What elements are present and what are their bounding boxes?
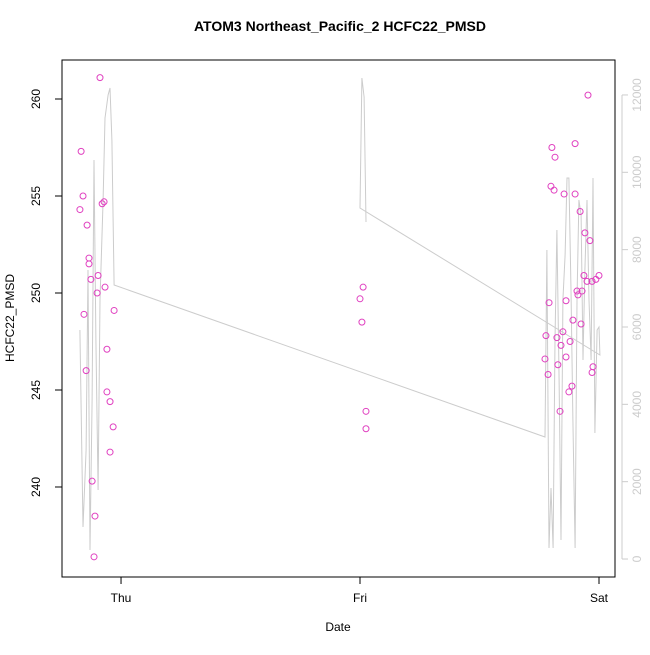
point bbox=[548, 143, 556, 151]
y2-tick-label: 6000 bbox=[630, 313, 644, 340]
point bbox=[568, 382, 576, 390]
point bbox=[87, 275, 95, 283]
point bbox=[588, 277, 596, 285]
point bbox=[566, 337, 574, 345]
x-tick-label: Sat bbox=[590, 591, 609, 605]
point bbox=[103, 345, 111, 353]
point bbox=[554, 361, 562, 369]
point bbox=[584, 91, 592, 99]
point bbox=[356, 295, 364, 303]
point bbox=[79, 192, 87, 200]
point bbox=[91, 512, 99, 520]
point bbox=[106, 448, 114, 456]
point bbox=[562, 353, 570, 361]
point bbox=[82, 367, 90, 375]
point bbox=[560, 190, 568, 198]
point bbox=[595, 272, 603, 280]
point bbox=[550, 186, 558, 194]
point bbox=[109, 423, 117, 431]
x-tick-label: Fri bbox=[353, 591, 367, 605]
y2-tick-label: 12000 bbox=[630, 78, 644, 112]
point bbox=[557, 341, 565, 349]
point bbox=[553, 334, 561, 342]
point bbox=[76, 206, 84, 214]
point bbox=[106, 398, 114, 406]
x-tick-label: Thu bbox=[111, 591, 132, 605]
point bbox=[541, 355, 549, 363]
point bbox=[544, 370, 552, 378]
point bbox=[589, 363, 597, 371]
point bbox=[358, 318, 366, 326]
plot-frame bbox=[61, 59, 616, 578]
point bbox=[94, 272, 102, 280]
point bbox=[574, 291, 582, 299]
point bbox=[545, 299, 553, 307]
point bbox=[88, 477, 96, 485]
point bbox=[362, 407, 370, 415]
y2-tick-label: 8000 bbox=[630, 236, 644, 263]
point bbox=[569, 316, 577, 324]
point bbox=[85, 260, 93, 268]
point bbox=[581, 229, 589, 237]
point bbox=[583, 277, 591, 285]
point bbox=[571, 140, 579, 148]
point bbox=[562, 297, 570, 305]
point bbox=[103, 388, 111, 396]
point bbox=[542, 332, 550, 340]
point bbox=[565, 388, 573, 396]
y-tick-label: 240 bbox=[29, 477, 43, 497]
point bbox=[98, 200, 106, 208]
point bbox=[556, 407, 564, 415]
point bbox=[573, 287, 581, 295]
point bbox=[93, 289, 101, 297]
y2-tick-label: 0 bbox=[630, 555, 644, 562]
point bbox=[77, 147, 85, 155]
point bbox=[586, 237, 594, 245]
point bbox=[90, 553, 98, 561]
point bbox=[96, 74, 104, 82]
point bbox=[100, 198, 108, 206]
point bbox=[80, 310, 88, 318]
point bbox=[559, 328, 567, 336]
point bbox=[576, 208, 584, 216]
point bbox=[571, 190, 579, 198]
y2-tick-label: 10000 bbox=[630, 155, 644, 189]
y2-tick-label: 4000 bbox=[630, 391, 644, 418]
point bbox=[551, 153, 559, 161]
chart-title: ATOM3 Northeast_Pacific_2 HCFC22_PMSD bbox=[194, 18, 486, 34]
y-tick-label: 260 bbox=[29, 89, 43, 109]
point bbox=[362, 425, 370, 433]
y-tick-label: 250 bbox=[29, 283, 43, 303]
point bbox=[580, 272, 588, 280]
y-tick-label: 255 bbox=[29, 186, 43, 206]
y-tick-label: 245 bbox=[29, 380, 43, 400]
point bbox=[578, 287, 586, 295]
point bbox=[101, 283, 109, 291]
point bbox=[83, 221, 91, 229]
point bbox=[577, 320, 585, 328]
line bbox=[79, 77, 601, 551]
y-axis-label: HCFC22_PMSD bbox=[3, 274, 17, 362]
y2-tick-label: 2000 bbox=[630, 468, 644, 495]
x-axis-label: Date bbox=[325, 620, 351, 634]
point bbox=[359, 283, 367, 291]
point bbox=[110, 306, 118, 314]
